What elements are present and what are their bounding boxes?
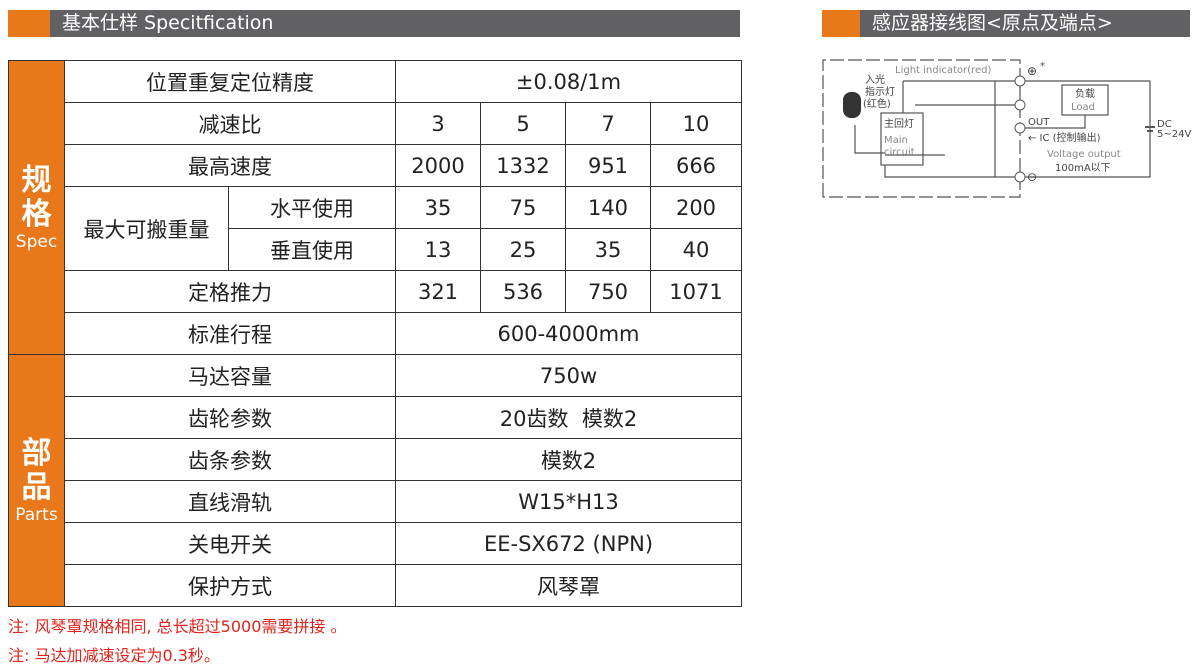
cell-value: 1071: [650, 270, 742, 313]
load-box: [1061, 84, 1109, 116]
cell-value: EE-SX672 (NPN): [395, 522, 742, 565]
svg-text:circuit: circuit: [884, 147, 915, 158]
led-icon: [843, 92, 861, 118]
cell-value: 25: [480, 228, 566, 271]
cell-value: 35: [395, 186, 481, 229]
row-label: 标准行程: [64, 312, 396, 355]
cell-value: 13: [395, 228, 481, 271]
svg-text:(红色): (红色): [863, 97, 891, 110]
row-label: 齿轮参数: [64, 396, 396, 439]
spec-table: 规格 Spec 位置重复定位精度 ±0.08/1m 减速比 3 5 7 10 最高速度 …: [8, 60, 742, 607]
cell-value: 536: [480, 270, 566, 313]
table-row: 齿条参数 模数2: [9, 438, 742, 481]
table-row: 减速比 3 5 7 10: [9, 102, 742, 145]
row-label: 最高速度: [64, 144, 396, 187]
table-row: 规格 Spec 位置重复定位精度 ±0.08/1m: [8, 60, 742, 355]
svg-text:负载: 负载: [1075, 87, 1095, 100]
cell-value: 140: [565, 186, 651, 229]
table-row: 部品 Parts 马达容量 750w: [8, 354, 742, 607]
cell-value: 7: [565, 102, 651, 145]
terminal-minus: [1014, 171, 1026, 183]
row-label: 保护方式: [64, 564, 396, 607]
cell-value: 200: [650, 186, 742, 229]
svg-text:指示灯: 指示灯: [865, 85, 895, 98]
note-2: 注: 马达加减速设定为0.3秒。: [8, 646, 220, 665]
cell-value: 5: [480, 102, 566, 145]
spec-header-title: 基本仕样 Specitfication: [50, 10, 740, 37]
table-row: 关电开关 EE-SX672 (NPN): [9, 522, 742, 565]
row-label: 直线滑轨: [64, 480, 396, 523]
cell-value: 600-4000mm: [395, 312, 742, 355]
sensor-outline: [822, 59, 1021, 198]
table-row: 齿轮参数 20齿数 模数2: [9, 396, 742, 439]
table-row: 最高速度 2000 1332 951 666: [9, 144, 742, 187]
terminal-plus: [1014, 75, 1026, 87]
table-row: 标准行程 600-4000mm: [9, 312, 742, 355]
cell-value: 750: [565, 270, 651, 313]
svg-text:入光: 入光: [865, 73, 885, 86]
cell-value: 750w: [395, 354, 742, 397]
table-row: 直线滑轨 W15*H13: [9, 480, 742, 523]
svg-text:Main: Main: [884, 135, 908, 146]
row-sublabel: 垂直使用: [228, 228, 396, 271]
cell-value: 75: [480, 186, 566, 229]
row-label: 最大可搬重量: [64, 186, 229, 271]
svg-text:DC: DC: [1157, 119, 1172, 130]
cell-value: 951: [565, 144, 651, 187]
cell-value: W15*H13: [395, 480, 742, 523]
row-label: 位置重复定位精度: [64, 60, 396, 103]
wiring-header-title: 感应器接线图<原点及端点>: [860, 10, 1190, 37]
svg-text:← IC (控制输出): ← IC (控制输出): [1028, 131, 1101, 144]
spec-section-label: 规格 Spec: [8, 60, 65, 355]
terminal-out: [1014, 122, 1026, 134]
terminal-0v: [1014, 99, 1026, 111]
svg-text:⊕: ⊕: [1027, 64, 1037, 78]
svg-text:*: *: [1040, 61, 1045, 72]
header-accent: [8, 10, 50, 37]
cell-value: 20齿数 模数2: [395, 396, 742, 439]
svg-text:OUT: OUT: [1028, 117, 1050, 128]
cell-value: 666: [650, 144, 742, 187]
table-row: 定格推力 321 536 750 1071: [9, 270, 742, 313]
svg-text:⊖: ⊖: [1027, 170, 1037, 184]
cell-value: 10: [650, 102, 742, 145]
row-label: 关电开关: [64, 522, 396, 565]
svg-text:Voltage output: Voltage output: [1047, 149, 1121, 160]
spec-header: 基本仕样 Specitfication: [8, 10, 740, 37]
svg-text:Load: Load: [1071, 102, 1095, 113]
row-label: 齿条参数: [64, 438, 396, 481]
row-label: 马达容量: [64, 354, 396, 397]
table-row: 保护方式 风琴罩: [9, 564, 742, 607]
main-circuit-box: [880, 112, 924, 166]
cell-value: 40: [650, 228, 742, 271]
cell-value: 1332: [480, 144, 566, 187]
cell-value: 2000: [395, 144, 481, 187]
row-label: 减速比: [64, 102, 396, 145]
cell-value: 321: [395, 270, 481, 313]
table-row: 最大可搬重量 水平使用 35 75 140 200: [9, 186, 742, 271]
svg-text:5~24V: 5~24V: [1157, 129, 1191, 140]
battery-icon: [1145, 126, 1155, 132]
wiring-header: 感应器接线图<原点及端点>: [822, 10, 1190, 37]
parts-section-label: 部品 Parts: [8, 354, 65, 607]
light-indicator-label: Light indicator(red): [895, 65, 991, 76]
cell-value: ±0.08/1m: [395, 60, 742, 103]
row-sublabel: 水平使用: [228, 186, 396, 229]
cell-value: 风琴罩: [395, 564, 742, 607]
header-accent: [822, 10, 860, 37]
cell-value: 模数2: [395, 438, 742, 481]
row-label: 定格推力: [64, 270, 396, 313]
wiring-diagram: Light indicator(red) 入光 指示灯 (红色) 主回灯 Mai…: [822, 59, 1191, 198]
svg-text:主回灯: 主回灯: [884, 118, 914, 130]
svg-text:100mA以下: 100mA以下: [1055, 163, 1111, 174]
cell-value: 3: [395, 102, 481, 145]
note-1: 注: 风琴罩规格相同, 总长超过5000需要拼接 。: [8, 617, 347, 636]
cell-value: 35: [565, 228, 651, 271]
